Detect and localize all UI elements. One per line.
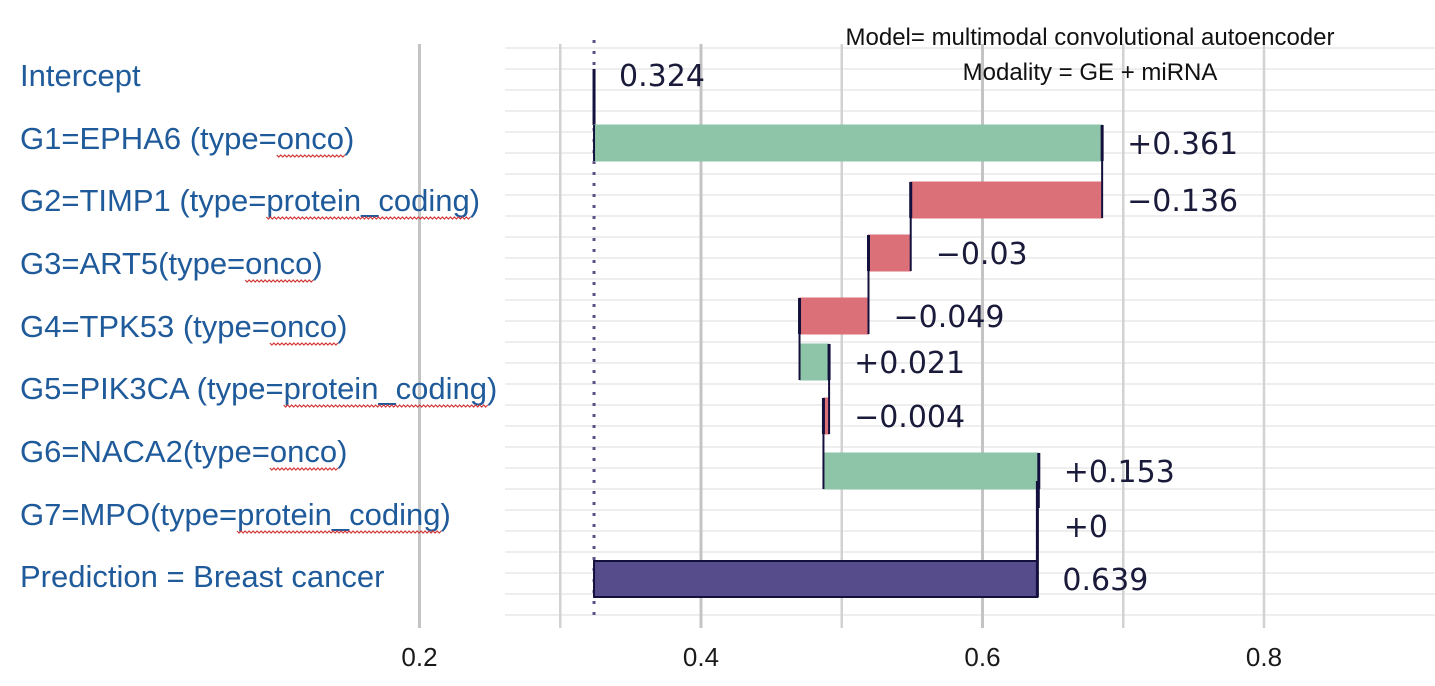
spellcheck-underline bbox=[269, 342, 339, 346]
spellcheck-underline bbox=[269, 467, 339, 471]
spellcheck-underline bbox=[265, 216, 471, 220]
value-label: 0.639 bbox=[1062, 563, 1148, 598]
row-label: G7=MPO(type=protein_coding) bbox=[20, 497, 451, 532]
value-label: −0.03 bbox=[936, 237, 1028, 272]
spellcheck-underline bbox=[244, 279, 314, 283]
value-label: +0.021 bbox=[854, 346, 965, 381]
value-label: +0.361 bbox=[1127, 127, 1238, 162]
spellcheck-underline bbox=[283, 404, 489, 408]
row-label: G5=PIK3CA (type=protein_coding) bbox=[20, 371, 497, 406]
value-label: +0 bbox=[1064, 510, 1108, 545]
value-label: +0.153 bbox=[1064, 455, 1175, 490]
x-tick-label: 0.2 bbox=[401, 642, 437, 672]
row-labels: Intercept G1=EPHA6 (type=onco) G2=TIMP1 (t… bbox=[20, 58, 497, 594]
row-label: G4=TPK53 (type=onco) bbox=[20, 309, 347, 344]
x-tick-label: 0.6 bbox=[964, 642, 1000, 672]
spellcheck-underline bbox=[236, 530, 442, 534]
row-label: Prediction = Breast cancer bbox=[20, 559, 384, 594]
row-label: G2=TIMP1 (type=protein_coding) bbox=[20, 183, 480, 218]
row-label: Intercept bbox=[20, 58, 141, 93]
bar-positive bbox=[822, 452, 1040, 490]
value-label: −0.004 bbox=[854, 400, 965, 435]
bar-negative bbox=[799, 297, 869, 335]
row-label: G3=ART5(type=onco) bbox=[20, 246, 323, 281]
bar-negative bbox=[910, 181, 1103, 219]
row-label: G6=NACA2(type=onco) bbox=[20, 434, 347, 469]
value-label: −0.136 bbox=[1127, 184, 1238, 219]
bars bbox=[592, 69, 1104, 598]
prediction-bar bbox=[593, 560, 1039, 598]
bar-negative bbox=[867, 234, 912, 272]
bar-positive bbox=[593, 124, 1103, 162]
x-axis-ticks: 0.2 0.4 0.6 0.8 bbox=[401, 642, 1282, 672]
chart-title: Model= multimodal convolutional autoenco… bbox=[846, 24, 1335, 51]
chart-subtitle: Modality = GE + miRNA bbox=[963, 59, 1218, 86]
spellcheck-underline bbox=[276, 154, 346, 158]
value-label: −0.049 bbox=[893, 300, 1004, 335]
x-tick-label: 0.8 bbox=[1246, 642, 1282, 672]
value-label: 0.324 bbox=[619, 59, 705, 94]
bar-positive bbox=[799, 343, 830, 381]
value-labels: 0.324 +0.361 −0.136 −0.03 −0.049 +0.021 −0.004… bbox=[619, 59, 1238, 598]
x-tick-label: 0.4 bbox=[683, 642, 719, 672]
row-label: G1=EPHA6 (type=onco) bbox=[20, 121, 354, 156]
